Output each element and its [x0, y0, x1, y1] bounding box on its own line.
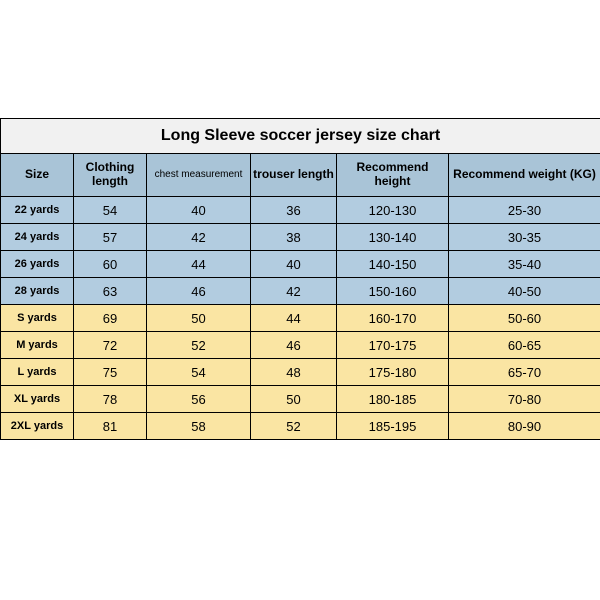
table-row: 22 yards544036120-13025-30	[1, 197, 600, 224]
table-cell: 170-175	[337, 332, 449, 359]
table-cell: 42	[251, 278, 337, 305]
page: Long Sleeve soccer jersey size chart Siz…	[0, 0, 600, 600]
col-header-clothing-length: Clothing length	[74, 154, 147, 197]
col-header-rec-height: Recommend height	[337, 154, 449, 197]
table-cell: 150-160	[337, 278, 449, 305]
table-cell: 175-180	[337, 359, 449, 386]
table-cell: 35-40	[449, 251, 600, 278]
table-cell: S yards	[1, 305, 74, 332]
size-chart-table: Long Sleeve soccer jersey size chart Siz…	[0, 118, 600, 440]
table-row: M yards725246170-17560-65	[1, 332, 600, 359]
table-cell: M yards	[1, 332, 74, 359]
table-cell: 54	[147, 359, 251, 386]
col-header-size: Size	[1, 154, 74, 197]
table-cell: 160-170	[337, 305, 449, 332]
table-cell: 40	[251, 251, 337, 278]
table-cell: 60-65	[449, 332, 600, 359]
table-row: 28 yards634642150-16040-50	[1, 278, 600, 305]
table-cell: 44	[251, 305, 337, 332]
col-header-chest: chest measurement	[147, 154, 251, 197]
table-cell: 38	[251, 224, 337, 251]
col-header-trouser: trouser length	[251, 154, 337, 197]
table-cell: 50	[147, 305, 251, 332]
table-cell: 80-90	[449, 413, 600, 440]
table-header-row: Size Clothing length chest measurement t…	[1, 154, 600, 197]
table-cell: 42	[147, 224, 251, 251]
table-cell: 130-140	[337, 224, 449, 251]
table-cell: 48	[251, 359, 337, 386]
table-cell: 52	[251, 413, 337, 440]
table-cell: 22 yards	[1, 197, 74, 224]
table-cell: 75	[74, 359, 147, 386]
size-chart-container: Long Sleeve soccer jersey size chart Siz…	[0, 118, 600, 440]
table-cell: 36	[251, 197, 337, 224]
table-cell: 50-60	[449, 305, 600, 332]
table-body: 22 yards544036120-13025-3024 yards574238…	[1, 197, 600, 440]
table-row: L yards755448175-18065-70	[1, 359, 600, 386]
table-cell: 185-195	[337, 413, 449, 440]
table-cell: 30-35	[449, 224, 600, 251]
table-cell: 26 yards	[1, 251, 74, 278]
table-cell: 52	[147, 332, 251, 359]
col-header-rec-weight: Recommend weight (KG)	[449, 154, 600, 197]
table-cell: 40	[147, 197, 251, 224]
table-cell: 40-50	[449, 278, 600, 305]
table-cell: 50	[251, 386, 337, 413]
table-cell: 70-80	[449, 386, 600, 413]
table-cell: 60	[74, 251, 147, 278]
table-cell: 46	[251, 332, 337, 359]
table-cell: 72	[74, 332, 147, 359]
table-cell: 180-185	[337, 386, 449, 413]
table-cell: 81	[74, 413, 147, 440]
table-cell: 46	[147, 278, 251, 305]
table-cell: 24 yards	[1, 224, 74, 251]
table-cell: 28 yards	[1, 278, 74, 305]
table-cell: 57	[74, 224, 147, 251]
table-title-row: Long Sleeve soccer jersey size chart	[1, 119, 600, 154]
table-title: Long Sleeve soccer jersey size chart	[1, 119, 600, 154]
table-row: 2XL yards815852185-19580-90	[1, 413, 600, 440]
table-cell: 78	[74, 386, 147, 413]
table-cell: 65-70	[449, 359, 600, 386]
table-row: 26 yards604440140-15035-40	[1, 251, 600, 278]
table-cell: 56	[147, 386, 251, 413]
table-row: S yards695044160-17050-60	[1, 305, 600, 332]
table-cell: 2XL yards	[1, 413, 74, 440]
table-cell: 58	[147, 413, 251, 440]
table-cell: 54	[74, 197, 147, 224]
table-cell: 25-30	[449, 197, 600, 224]
table-cell: 69	[74, 305, 147, 332]
table-cell: 120-130	[337, 197, 449, 224]
table-row: 24 yards574238130-14030-35	[1, 224, 600, 251]
table-cell: 44	[147, 251, 251, 278]
table-cell: L yards	[1, 359, 74, 386]
table-row: XL yards785650180-18570-80	[1, 386, 600, 413]
table-cell: XL yards	[1, 386, 74, 413]
table-cell: 140-150	[337, 251, 449, 278]
table-cell: 63	[74, 278, 147, 305]
